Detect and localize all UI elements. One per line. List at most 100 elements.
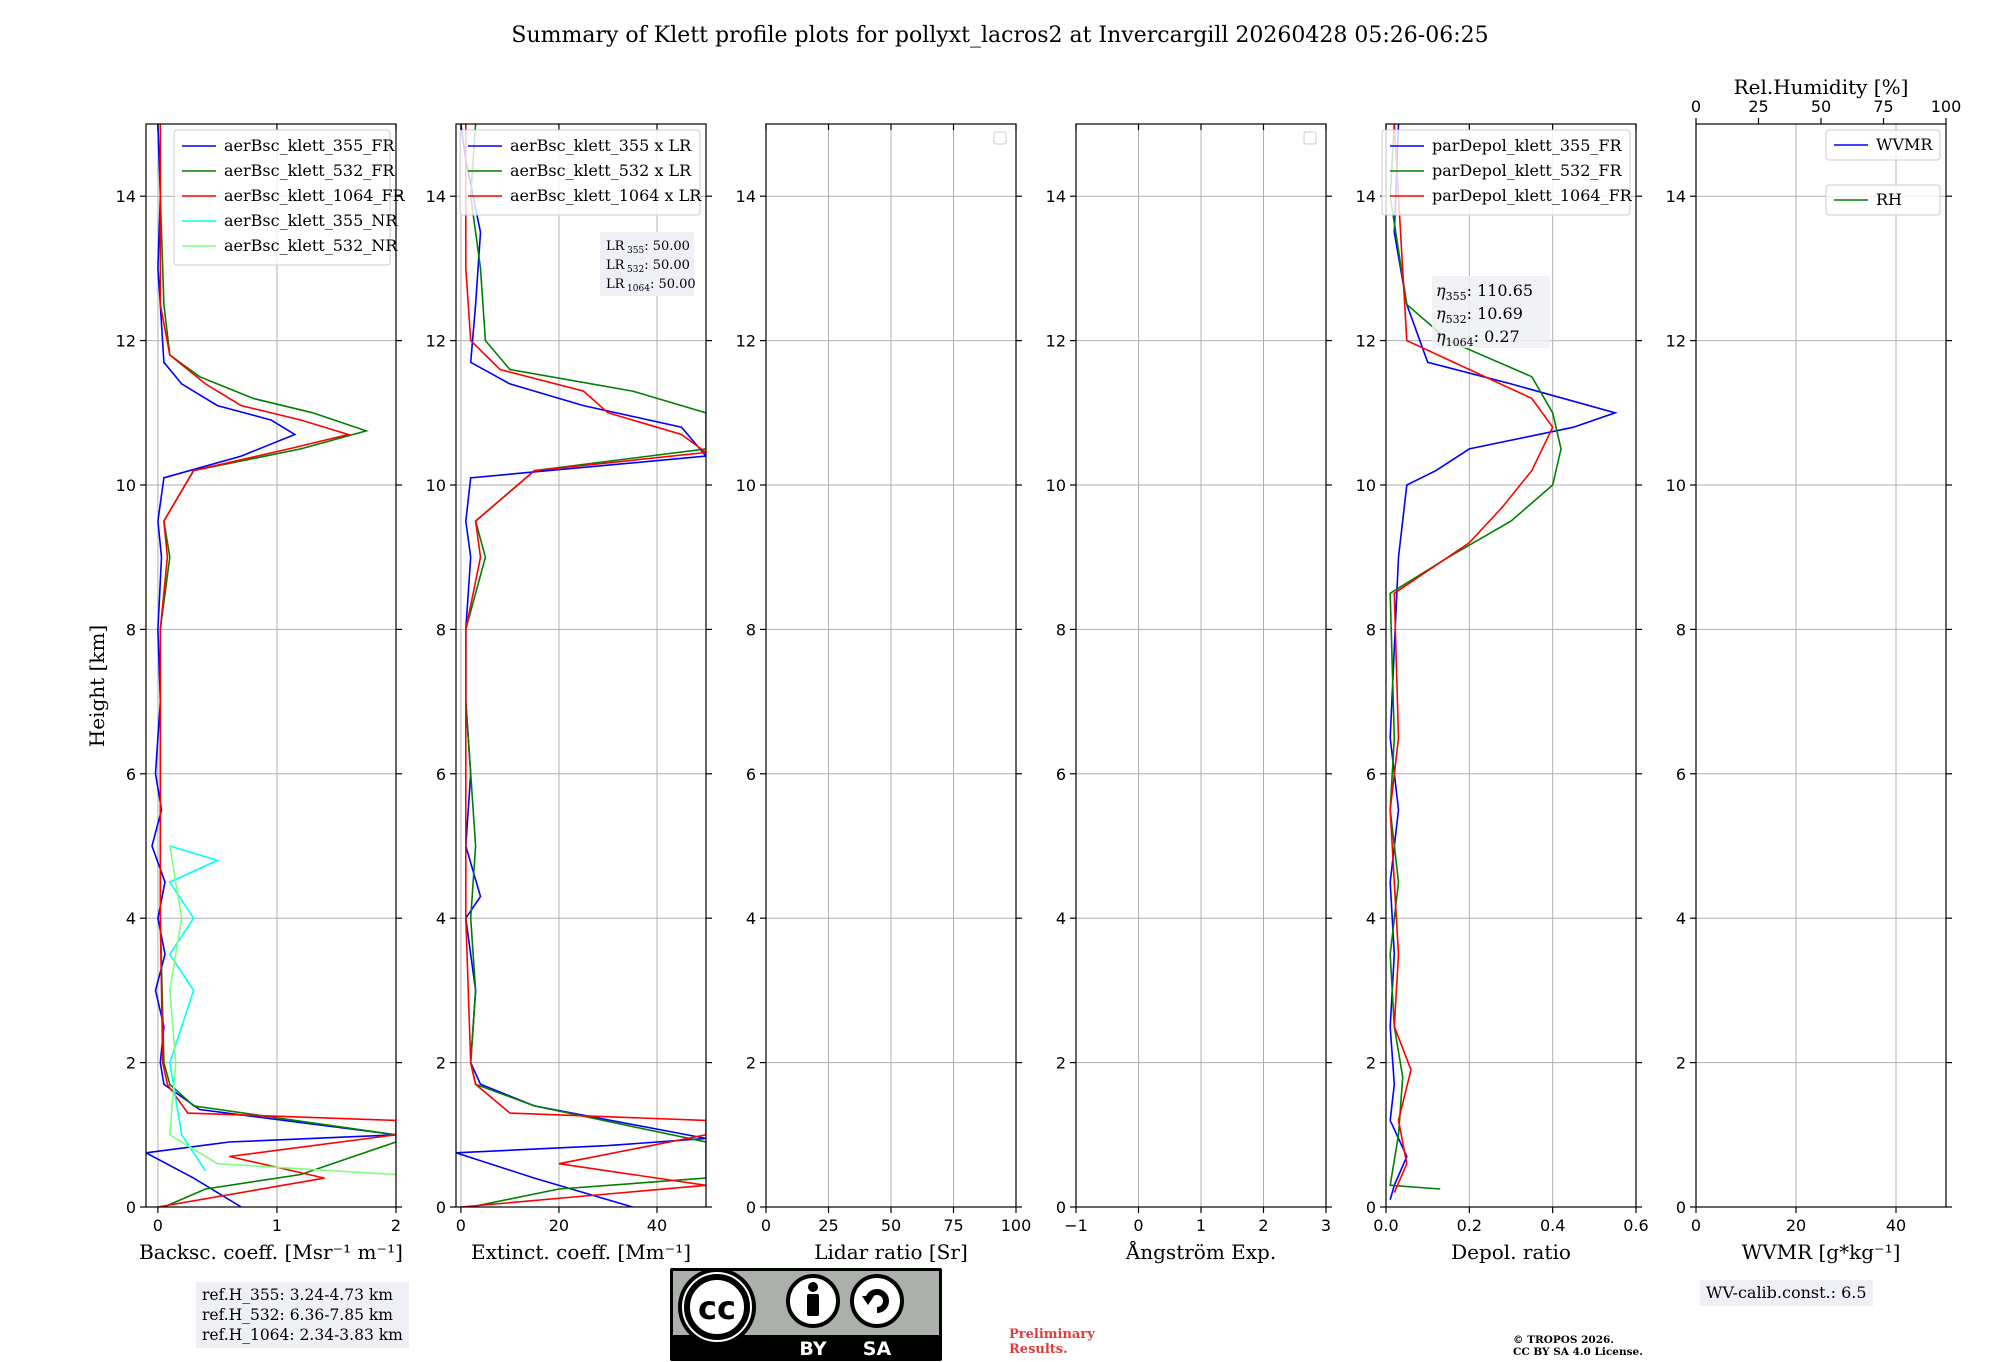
license-by-label: BY <box>799 1338 826 1360</box>
y-tick-label: 0 <box>1676 1198 1686 1217</box>
legend-label: RH <box>1876 190 1902 209</box>
x-axis-label: Backsc. coeff. [Msr⁻¹ m⁻¹] <box>139 1240 403 1264</box>
legend: RH <box>1825 184 1941 216</box>
x-axis-label: Extinct. coeff. [Mm⁻¹] <box>471 1240 691 1264</box>
y-tick-label: 12 <box>1666 332 1686 351</box>
license-sa-label: SA <box>863 1338 892 1360</box>
y-tick-label: 10 <box>426 476 446 495</box>
y-tick-label: 2 <box>436 1054 446 1073</box>
y-tick-label: 6 <box>1056 765 1066 784</box>
copyright-line-1: © TROPOS 2026. <box>1513 1334 1615 1346</box>
series-line <box>146 124 396 1207</box>
x2-tick-label: 50 <box>1811 97 1831 116</box>
legend-label: aerBsc_klett_532_NR <box>224 236 398 255</box>
x-tick-label: 0 <box>761 1216 771 1235</box>
copyright-line-2: CC BY SA 4.0 License. <box>1513 1346 1643 1358</box>
x-axis-label: Lidar ratio [Sr] <box>814 1240 968 1264</box>
y-tick-label: 0 <box>746 1198 756 1217</box>
lidar-ratio-value: LR 355: 50.00 <box>606 239 690 256</box>
legend-frame <box>1825 129 1941 161</box>
cc-logo-text: cc <box>698 1289 736 1327</box>
y-tick-label: 8 <box>126 620 136 639</box>
series-line <box>1389 124 1618 1201</box>
annotation-box <box>1432 276 1550 348</box>
panel-lidar-ratio: 0 25 50 75 100 0 2 4 6 8 10 12 14 Lidar ratio [Sr] <box>736 123 1032 1264</box>
y-tick-label: 14 <box>1356 187 1376 206</box>
y-tick-label: 12 <box>1356 332 1376 351</box>
y-tick-label: 8 <box>1676 620 1686 639</box>
y-tick-label: 4 <box>126 909 136 928</box>
y-tick-label: 8 <box>1056 620 1066 639</box>
legend-label: aerBsc_klett_532_FR <box>224 161 395 180</box>
empty-legend <box>993 131 1007 145</box>
y-tick-label: 6 <box>436 765 446 784</box>
legend-frame <box>459 129 701 216</box>
y-tick-label: 8 <box>746 620 756 639</box>
y-tick-label: 4 <box>746 909 756 928</box>
x2-tick-label: 25 <box>1748 97 1768 116</box>
x-tick-label: 1 <box>1196 1216 1206 1235</box>
series-line <box>168 845 220 1172</box>
x-tick-label: 100 <box>1001 1216 1032 1235</box>
legend: aerBsc_klett_355 x LR aerBsc_klett_532 x … <box>459 129 702 216</box>
panel-extinction: 0 20 40 0 2 4 6 8 10 12 14 Extinct. coeff. [Mm⁻¹] ae… <box>426 123 712 1264</box>
y-tick-label: 6 <box>1676 765 1686 784</box>
legend-label: aerBsc_klett_355_NR <box>224 211 398 230</box>
panel-wvmr: 0 20 40 0 2 4 6 8 10 12 14 WVMR [g*kg⁻¹] 0 25 50 75 100 R… <box>1666 75 1962 1264</box>
x-tick-label: 0.6 <box>1623 1216 1648 1235</box>
legend-label: aerBsc_klett_355 x LR <box>510 136 692 155</box>
y-tick-label: 6 <box>1366 765 1376 784</box>
x-tick-label: 0.0 <box>1373 1216 1398 1235</box>
series-line <box>1389 124 1554 1193</box>
y-tick-label: 4 <box>1676 909 1686 928</box>
legend: parDepol_klett_355_FR parDepol_klett_532_… <box>1381 129 1633 216</box>
y-tick-label: 8 <box>436 620 446 639</box>
legend-label: aerBsc_klett_532 x LR <box>510 161 692 180</box>
y-tick-label: 6 <box>126 765 136 784</box>
wv-calib-box: WV-calib.const.: 6.5 <box>1700 1280 1873 1306</box>
y-tick-label: 14 <box>426 187 446 206</box>
figure-title: Summary of Klett profile plots for polly… <box>511 23 1488 48</box>
y-tick-label: 0 <box>436 1198 446 1217</box>
x2-tick-label: 75 <box>1873 97 1893 116</box>
ref-height-1064: ref.H_1064: 2.34-3.83 km <box>202 1326 403 1344</box>
x-tick-label: 0.2 <box>1457 1216 1482 1235</box>
empty-legend <box>1303 131 1317 145</box>
x-axis-label: Ångström Exp. <box>1125 1239 1276 1264</box>
y-tick-label: 0 <box>126 1198 136 1217</box>
y-tick-label: 4 <box>436 909 446 928</box>
x-axis-label: WVMR [g*kg⁻¹] <box>1742 1240 1901 1264</box>
preliminary-line-1: Preliminary <box>1009 1327 1095 1342</box>
legend-label: WVMR <box>1876 135 1933 154</box>
x-tick-label: 50 <box>881 1216 901 1235</box>
legend-label: parDepol_klett_532_FR <box>1432 161 1623 180</box>
share-alike-icon <box>850 1274 904 1328</box>
copyright-notice: © TROPOS 2026. CC BY SA 4.0 License. <box>1513 1334 1643 1358</box>
y-tick-label: 0 <box>1056 1198 1066 1217</box>
y-tick-label: 2 <box>1056 1054 1066 1073</box>
y-tick-label: 10 <box>1046 476 1066 495</box>
lidar-ratio-value: LR 532: 50.00 <box>606 258 690 275</box>
x-tick-label: 25 <box>818 1216 838 1235</box>
axes-frame <box>455 123 707 1208</box>
legend: aerBsc_klett_355_FR aerBsc_klett_532_FRae… <box>173 129 406 266</box>
x-tick-label: 1 <box>272 1216 282 1235</box>
y-tick-label: 10 <box>1356 476 1376 495</box>
x-axis-label: Depol. ratio <box>1451 1240 1571 1264</box>
y-tick-label: 2 <box>1366 1054 1376 1073</box>
y-tick-label: 6 <box>746 765 756 784</box>
legend-label: aerBsc_klett_1064_FR <box>224 186 406 205</box>
series-line <box>157 124 396 1207</box>
y-tick-label: 14 <box>1666 187 1686 206</box>
y-tick-label: 12 <box>1046 332 1066 351</box>
y-tick-label: 14 <box>116 187 136 206</box>
x-tick-label: 40 <box>647 1216 667 1235</box>
legend-frame <box>173 129 391 266</box>
y-tick-label: 0 <box>1366 1198 1376 1217</box>
axes-frame <box>1695 123 1947 1208</box>
y-tick-label: 2 <box>746 1054 756 1073</box>
